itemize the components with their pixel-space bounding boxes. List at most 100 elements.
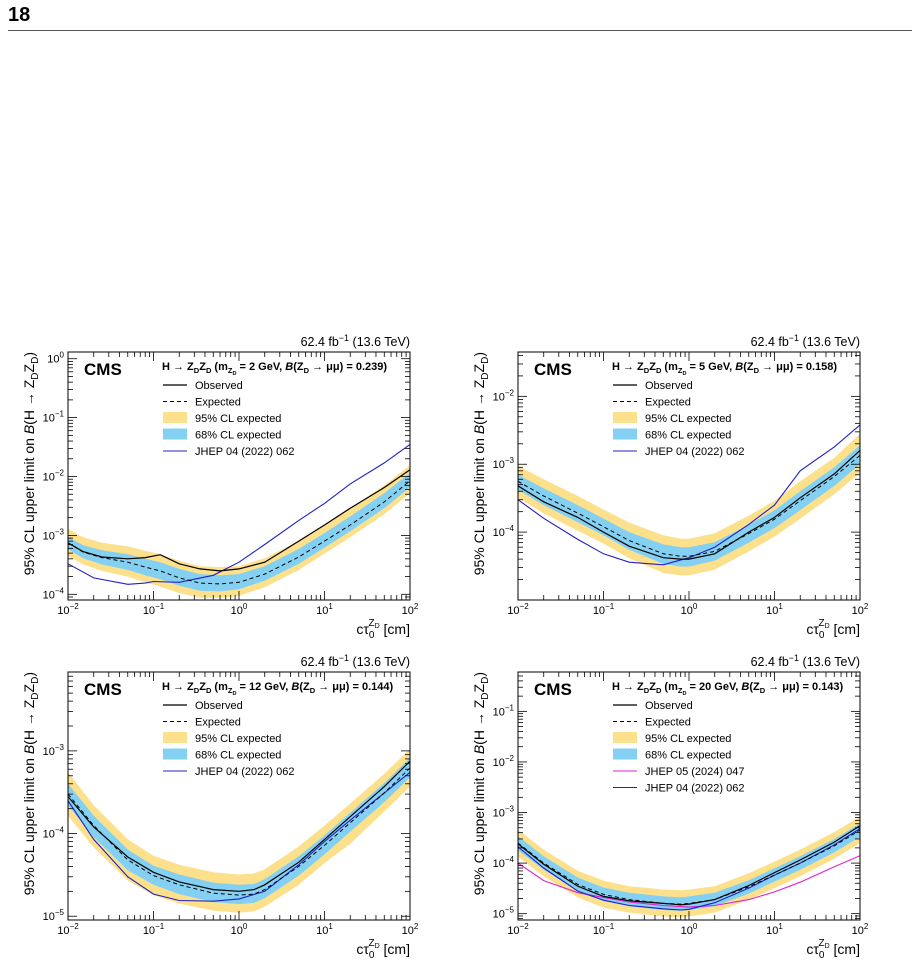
y-tick-label: 10−5 (493, 906, 515, 921)
x-tick-label: 10−1 (593, 602, 615, 617)
panel-title: H → ZDZD (mZD = 12 GeV, B(ZD → μμ) = 0.1… (162, 681, 393, 697)
y-tick-label: 10−4 (43, 826, 65, 841)
chart-panel-mzd-20: 10−2 10−1 100 101 102 10−5 10−4 10−3 10−2 10−1 62.… (462, 650, 912, 970)
expected-line (68, 480, 410, 585)
y-axis-label: 95% CL upper limit on B(H → ZDZD) (471, 672, 491, 895)
observed-line (68, 760, 410, 892)
legend-label-jhep05: JHEP 05 (2024) 047 (645, 766, 744, 778)
observed-line (518, 449, 860, 560)
panel-title: H → ZDZD (mZD = 20 GeV, B(ZD → μμ) = 0.1… (612, 681, 843, 697)
legend-label-jhep04: JHEP 04 (2022) 062 (645, 783, 744, 795)
legend-label-band68: 68% CL expected (195, 750, 281, 762)
legend-label-observed: Observed (195, 380, 243, 392)
chart-panel-mzd-2: 10−2 10−1 100 101 102 10−4 10−3 10−2 10−1 100 62.4… (12, 330, 462, 650)
band-95-expected (518, 433, 860, 576)
y-tick-label: 100 (47, 351, 64, 366)
x-tick-label: 10−2 (57, 922, 79, 937)
legend-label-expected: Expected (645, 397, 691, 409)
legend-label-band95: 95% CL expected (195, 413, 281, 425)
legend-swatch-band95 (163, 412, 187, 423)
legend-swatch-band95 (163, 732, 187, 743)
x-tick-label: 101 (316, 922, 333, 937)
cms-logo-text: CMS (534, 360, 572, 379)
expected-line (68, 767, 410, 896)
chart-panel-mzd-5: 10−2 10−1 100 101 102 10−4 10−3 10−2 62.4 fb−1 (… (462, 330, 912, 650)
y-tick-label: 10−3 (493, 805, 515, 820)
legend-swatch-band68 (163, 748, 187, 760)
legend-label-band95: 95% CL expected (195, 733, 281, 745)
x-tick-label: 102 (852, 602, 869, 617)
y-tick-label: 10−2 (493, 388, 515, 403)
chart-svg: 10−2 10−1 100 101 102 10−5 10−4 10−3 62.4 fb−1 (… (21, 653, 419, 961)
cms-logo-text: CMS (84, 680, 122, 699)
band-68-expected (68, 758, 410, 905)
ref-line-jhep04 (68, 771, 410, 902)
panel-title: H → ZDZD (mZD = 5 GeV, B(ZD → μμ) = 0.15… (612, 361, 837, 377)
ref-line-jhep04 (518, 424, 860, 566)
x-tick-label: 10−1 (593, 922, 615, 937)
expected-line (518, 455, 860, 557)
y-tick-label: 10−2 (493, 754, 515, 769)
observed-line (518, 825, 860, 906)
legend-label-observed: Observed (645, 380, 693, 392)
lumi-label: 62.4 fb−1 (13.6 TeV) (751, 653, 860, 669)
x-tick-label: 100 (681, 602, 698, 617)
legend-label-expected: Expected (645, 717, 691, 729)
legend-label-band95: 95% CL expected (645, 413, 731, 425)
page-number: 18 (8, 4, 31, 26)
ref-line-jhep04 (68, 444, 410, 585)
legend-label-band68: 68% CL expected (195, 430, 281, 442)
y-tick-label: 10−1 (43, 410, 65, 425)
x-axis-label: cτ0ZD [cm] (356, 938, 410, 961)
x-tick-label: 10−2 (507, 922, 529, 937)
legend-label-jhep04: JHEP 04 (2022) 062 (645, 446, 744, 458)
legend-label-observed: Observed (195, 700, 243, 712)
y-tick-label: 10−4 (493, 855, 515, 870)
x-tick-label: 10−1 (143, 922, 165, 937)
lumi-label: 62.4 fb−1 (13.6 TeV) (751, 333, 860, 349)
expected-line (518, 829, 860, 905)
x-tick-label: 100 (231, 922, 248, 937)
y-axis-label: 95% CL upper limit on B(H → ZDZD) (21, 352, 41, 575)
legend-swatch-band68 (163, 428, 187, 440)
y-tick-label: 10−4 (43, 586, 65, 601)
header-rule (8, 30, 912, 31)
chart-svg: 10−2 10−1 100 101 102 10−4 10−3 10−2 10−1 100 62.4… (21, 333, 419, 641)
x-axis-label: cτ0ZD [cm] (806, 618, 860, 641)
x-tick-label: 101 (316, 602, 333, 617)
legend-swatch-band68 (613, 428, 637, 440)
legend-label-jhep04: JHEP 04 (2022) 062 (195, 446, 294, 458)
legend-swatch-band95 (613, 412, 637, 423)
y-axis-label: 95% CL upper limit on B(H → ZDZD) (21, 672, 41, 895)
x-tick-label: 10−1 (143, 602, 165, 617)
observed-line (68, 469, 410, 572)
y-tick-label: 10−3 (43, 527, 65, 542)
y-tick-label: 10−3 (43, 743, 65, 758)
y-tick-label: 10−4 (493, 524, 515, 539)
lumi-label: 62.4 fb−1 (13.6 TeV) (301, 333, 410, 349)
band-68-expected (518, 823, 860, 911)
legend-label-observed: Observed (645, 700, 693, 712)
x-tick-label: 101 (766, 602, 783, 617)
legend-label-band68: 68% CL expected (645, 430, 731, 442)
x-tick-label: 102 (402, 602, 419, 617)
legend-label-band95: 95% CL expected (645, 733, 731, 745)
legend-label-expected: Expected (195, 717, 241, 729)
legend-label-band68: 68% CL expected (645, 750, 731, 762)
cms-logo-text: CMS (534, 680, 572, 699)
chart-svg: 10−2 10−1 100 101 102 10−4 10−3 10−2 62.4 fb−1 (… (471, 333, 869, 641)
y-axis-label: 95% CL upper limit on B(H → ZDZD) (471, 352, 491, 575)
y-tick-label: 10−3 (493, 456, 515, 471)
panel-title: H → ZDZD (mZD = 2 GeV, B(ZD → μμ) = 0.23… (162, 361, 387, 377)
x-tick-label: 102 (402, 922, 419, 937)
legend-label-expected: Expected (195, 397, 241, 409)
y-tick-label: 10−5 (43, 908, 65, 923)
x-tick-label: 101 (766, 922, 783, 937)
ref-line-jhep05 (518, 855, 860, 908)
x-tick-label: 10−2 (507, 602, 529, 617)
chart-svg: 10−2 10−1 100 101 102 10−5 10−4 10−3 10−2 10−1 62.… (471, 653, 869, 961)
legend-swatch-band68 (613, 748, 637, 760)
y-tick-label: 10−1 (493, 703, 515, 718)
band-68-expected (518, 445, 860, 567)
lumi-label: 62.4 fb−1 (13.6 TeV) (301, 653, 410, 669)
